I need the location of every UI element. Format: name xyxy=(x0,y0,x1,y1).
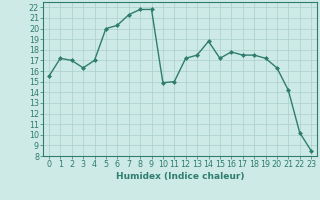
X-axis label: Humidex (Indice chaleur): Humidex (Indice chaleur) xyxy=(116,172,244,181)
